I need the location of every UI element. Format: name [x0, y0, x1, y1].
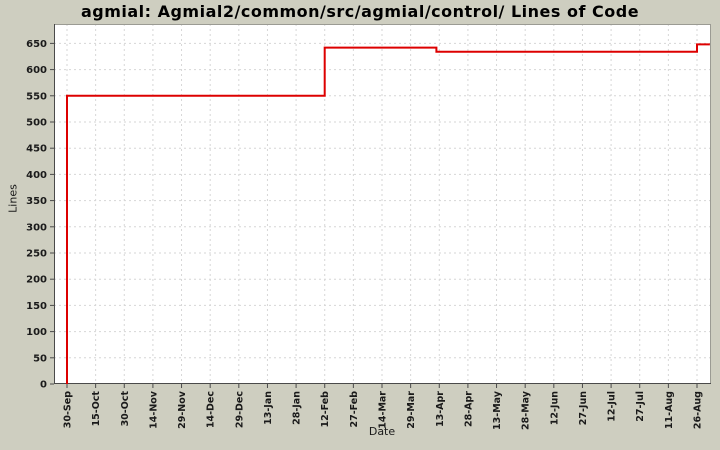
x-tick-label: 13-Apr: [435, 391, 446, 427]
y-tick-label: 50: [33, 353, 47, 364]
y-tick-label: 350: [26, 196, 47, 207]
y-tick-label: 500: [26, 117, 47, 128]
y-tick-label: 650: [26, 39, 47, 50]
x-tick-label: 27-Jun: [578, 391, 589, 425]
y-tick-label: 150: [26, 301, 47, 312]
x-tick-label: 29-Mar: [406, 391, 417, 429]
y-tick-label: 600: [26, 65, 47, 76]
x-tick-label: 14-Mar: [378, 391, 389, 429]
x-tick-label: 12-Jun: [549, 391, 560, 425]
y-axis-title: Lines: [6, 184, 20, 213]
x-tick-label: 29-Dec: [234, 391, 245, 428]
x-tick-label: 26-Aug: [693, 391, 704, 429]
x-tick-label: 12-Feb: [320, 391, 331, 428]
x-axis-title: Date: [368, 425, 396, 438]
x-tick-label: 28-May: [521, 390, 532, 430]
x-tick-label: 14-Dec: [206, 391, 217, 428]
chart-title: agmial: Agmial2/common/src/agmial/contro…: [80, 2, 640, 21]
x-tick-label: 27-Jul: [635, 391, 646, 422]
x-tick-label: 15-Oct: [91, 391, 102, 427]
y-tick-label: 400: [26, 170, 47, 181]
x-tick-label: 28-Jan: [292, 391, 303, 425]
x-tick-label: 27-Feb: [349, 391, 360, 428]
x-tick-label: 30-Sep: [63, 391, 74, 428]
loc-step-line: [66, 43, 710, 384]
x-tick-label: 30-Oct: [120, 391, 131, 427]
x-tick-label: 11-Aug: [664, 391, 675, 429]
x-tick-label: 13-Jan: [263, 391, 274, 425]
y-tick-label: 100: [26, 327, 47, 338]
y-tick-label: 300: [26, 222, 47, 233]
x-tick-label: 12-Jul: [607, 391, 618, 422]
y-tick-label: 550: [26, 91, 47, 102]
y-tick-label: 450: [26, 144, 47, 155]
x-tick-label: 28-Apr: [463, 391, 474, 427]
x-tick-label: 13-May: [492, 390, 503, 430]
x-tick-label: 14-Nov: [148, 390, 159, 429]
y-tick-label: 0: [40, 380, 47, 391]
y-tick-label: 250: [26, 248, 47, 259]
x-tick-label: 29-Nov: [177, 390, 188, 429]
y-tick-label: 200: [26, 275, 47, 286]
